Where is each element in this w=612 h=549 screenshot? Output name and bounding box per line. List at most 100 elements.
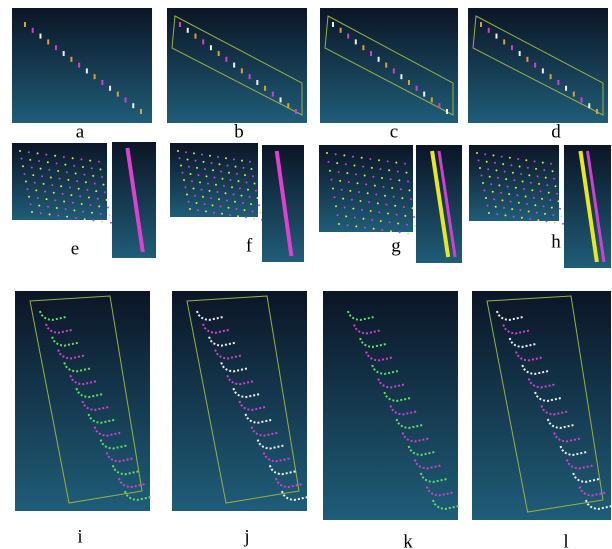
point xyxy=(279,97,282,103)
hook-points xyxy=(527,378,555,389)
point xyxy=(536,175,539,178)
point xyxy=(510,45,513,51)
point xyxy=(370,166,373,169)
point xyxy=(556,192,558,195)
point xyxy=(519,209,522,212)
panel: c xyxy=(320,8,458,142)
side-line xyxy=(274,150,294,257)
point xyxy=(363,174,366,177)
point xyxy=(516,194,519,197)
bounding-box xyxy=(171,15,303,116)
point xyxy=(81,166,84,169)
point xyxy=(224,192,227,195)
point xyxy=(488,175,491,178)
hook-points xyxy=(93,426,121,437)
point xyxy=(382,185,385,188)
point xyxy=(389,178,392,181)
hook-points xyxy=(353,324,381,335)
point xyxy=(560,215,563,218)
point xyxy=(39,212,42,215)
point xyxy=(356,182,359,185)
point xyxy=(388,221,391,224)
point xyxy=(86,188,89,191)
point xyxy=(339,179,342,182)
point xyxy=(209,154,211,157)
panel-label: j xyxy=(243,526,249,547)
point xyxy=(205,175,208,178)
point xyxy=(549,199,552,202)
point xyxy=(358,191,360,194)
point xyxy=(47,39,50,45)
point xyxy=(93,74,96,80)
point xyxy=(372,175,375,178)
hook-points xyxy=(565,459,594,470)
point xyxy=(360,156,363,159)
hook-points xyxy=(389,405,417,416)
point xyxy=(226,164,229,167)
point xyxy=(551,170,554,173)
point xyxy=(188,165,190,168)
point xyxy=(90,211,93,214)
point xyxy=(124,97,127,103)
point xyxy=(35,189,38,192)
point xyxy=(503,170,506,173)
point xyxy=(494,205,497,208)
point xyxy=(438,103,441,109)
side-line xyxy=(586,150,606,263)
point xyxy=(189,208,191,210)
point xyxy=(249,160,251,163)
point xyxy=(369,210,372,213)
point xyxy=(397,222,400,225)
point xyxy=(253,182,256,185)
point xyxy=(184,186,187,189)
side-line xyxy=(437,150,457,258)
point xyxy=(192,187,195,190)
point xyxy=(495,169,498,172)
point xyxy=(361,208,363,211)
point xyxy=(446,109,448,114)
point xyxy=(73,209,76,212)
point xyxy=(57,214,60,217)
point xyxy=(46,161,49,164)
point xyxy=(327,160,330,163)
point xyxy=(535,167,538,170)
point xyxy=(255,189,257,192)
point xyxy=(235,207,238,210)
point xyxy=(505,178,508,181)
point xyxy=(525,159,528,162)
point xyxy=(24,22,26,27)
point xyxy=(492,154,495,157)
hook-points xyxy=(244,413,272,424)
point xyxy=(549,74,552,80)
point xyxy=(29,203,32,206)
point xyxy=(102,183,105,186)
point xyxy=(529,181,532,184)
point xyxy=(47,205,50,208)
point xyxy=(547,191,550,194)
point xyxy=(211,204,214,207)
point xyxy=(518,165,521,168)
point xyxy=(256,80,259,85)
point xyxy=(92,174,95,177)
point xyxy=(28,195,30,198)
point xyxy=(572,91,575,97)
hook-points xyxy=(262,452,290,463)
point xyxy=(553,177,555,180)
point xyxy=(493,161,496,164)
point xyxy=(251,210,254,213)
point xyxy=(80,202,83,205)
point xyxy=(208,189,211,192)
point xyxy=(179,22,181,27)
hook-points xyxy=(559,445,587,457)
point xyxy=(242,166,245,169)
point xyxy=(479,167,481,169)
bounding-box xyxy=(486,295,604,513)
hook-points xyxy=(508,337,536,349)
point xyxy=(534,62,537,68)
point xyxy=(247,188,249,191)
point xyxy=(237,215,239,218)
panel: d xyxy=(468,8,608,142)
point xyxy=(346,172,349,175)
point xyxy=(404,162,406,165)
point xyxy=(245,181,248,184)
